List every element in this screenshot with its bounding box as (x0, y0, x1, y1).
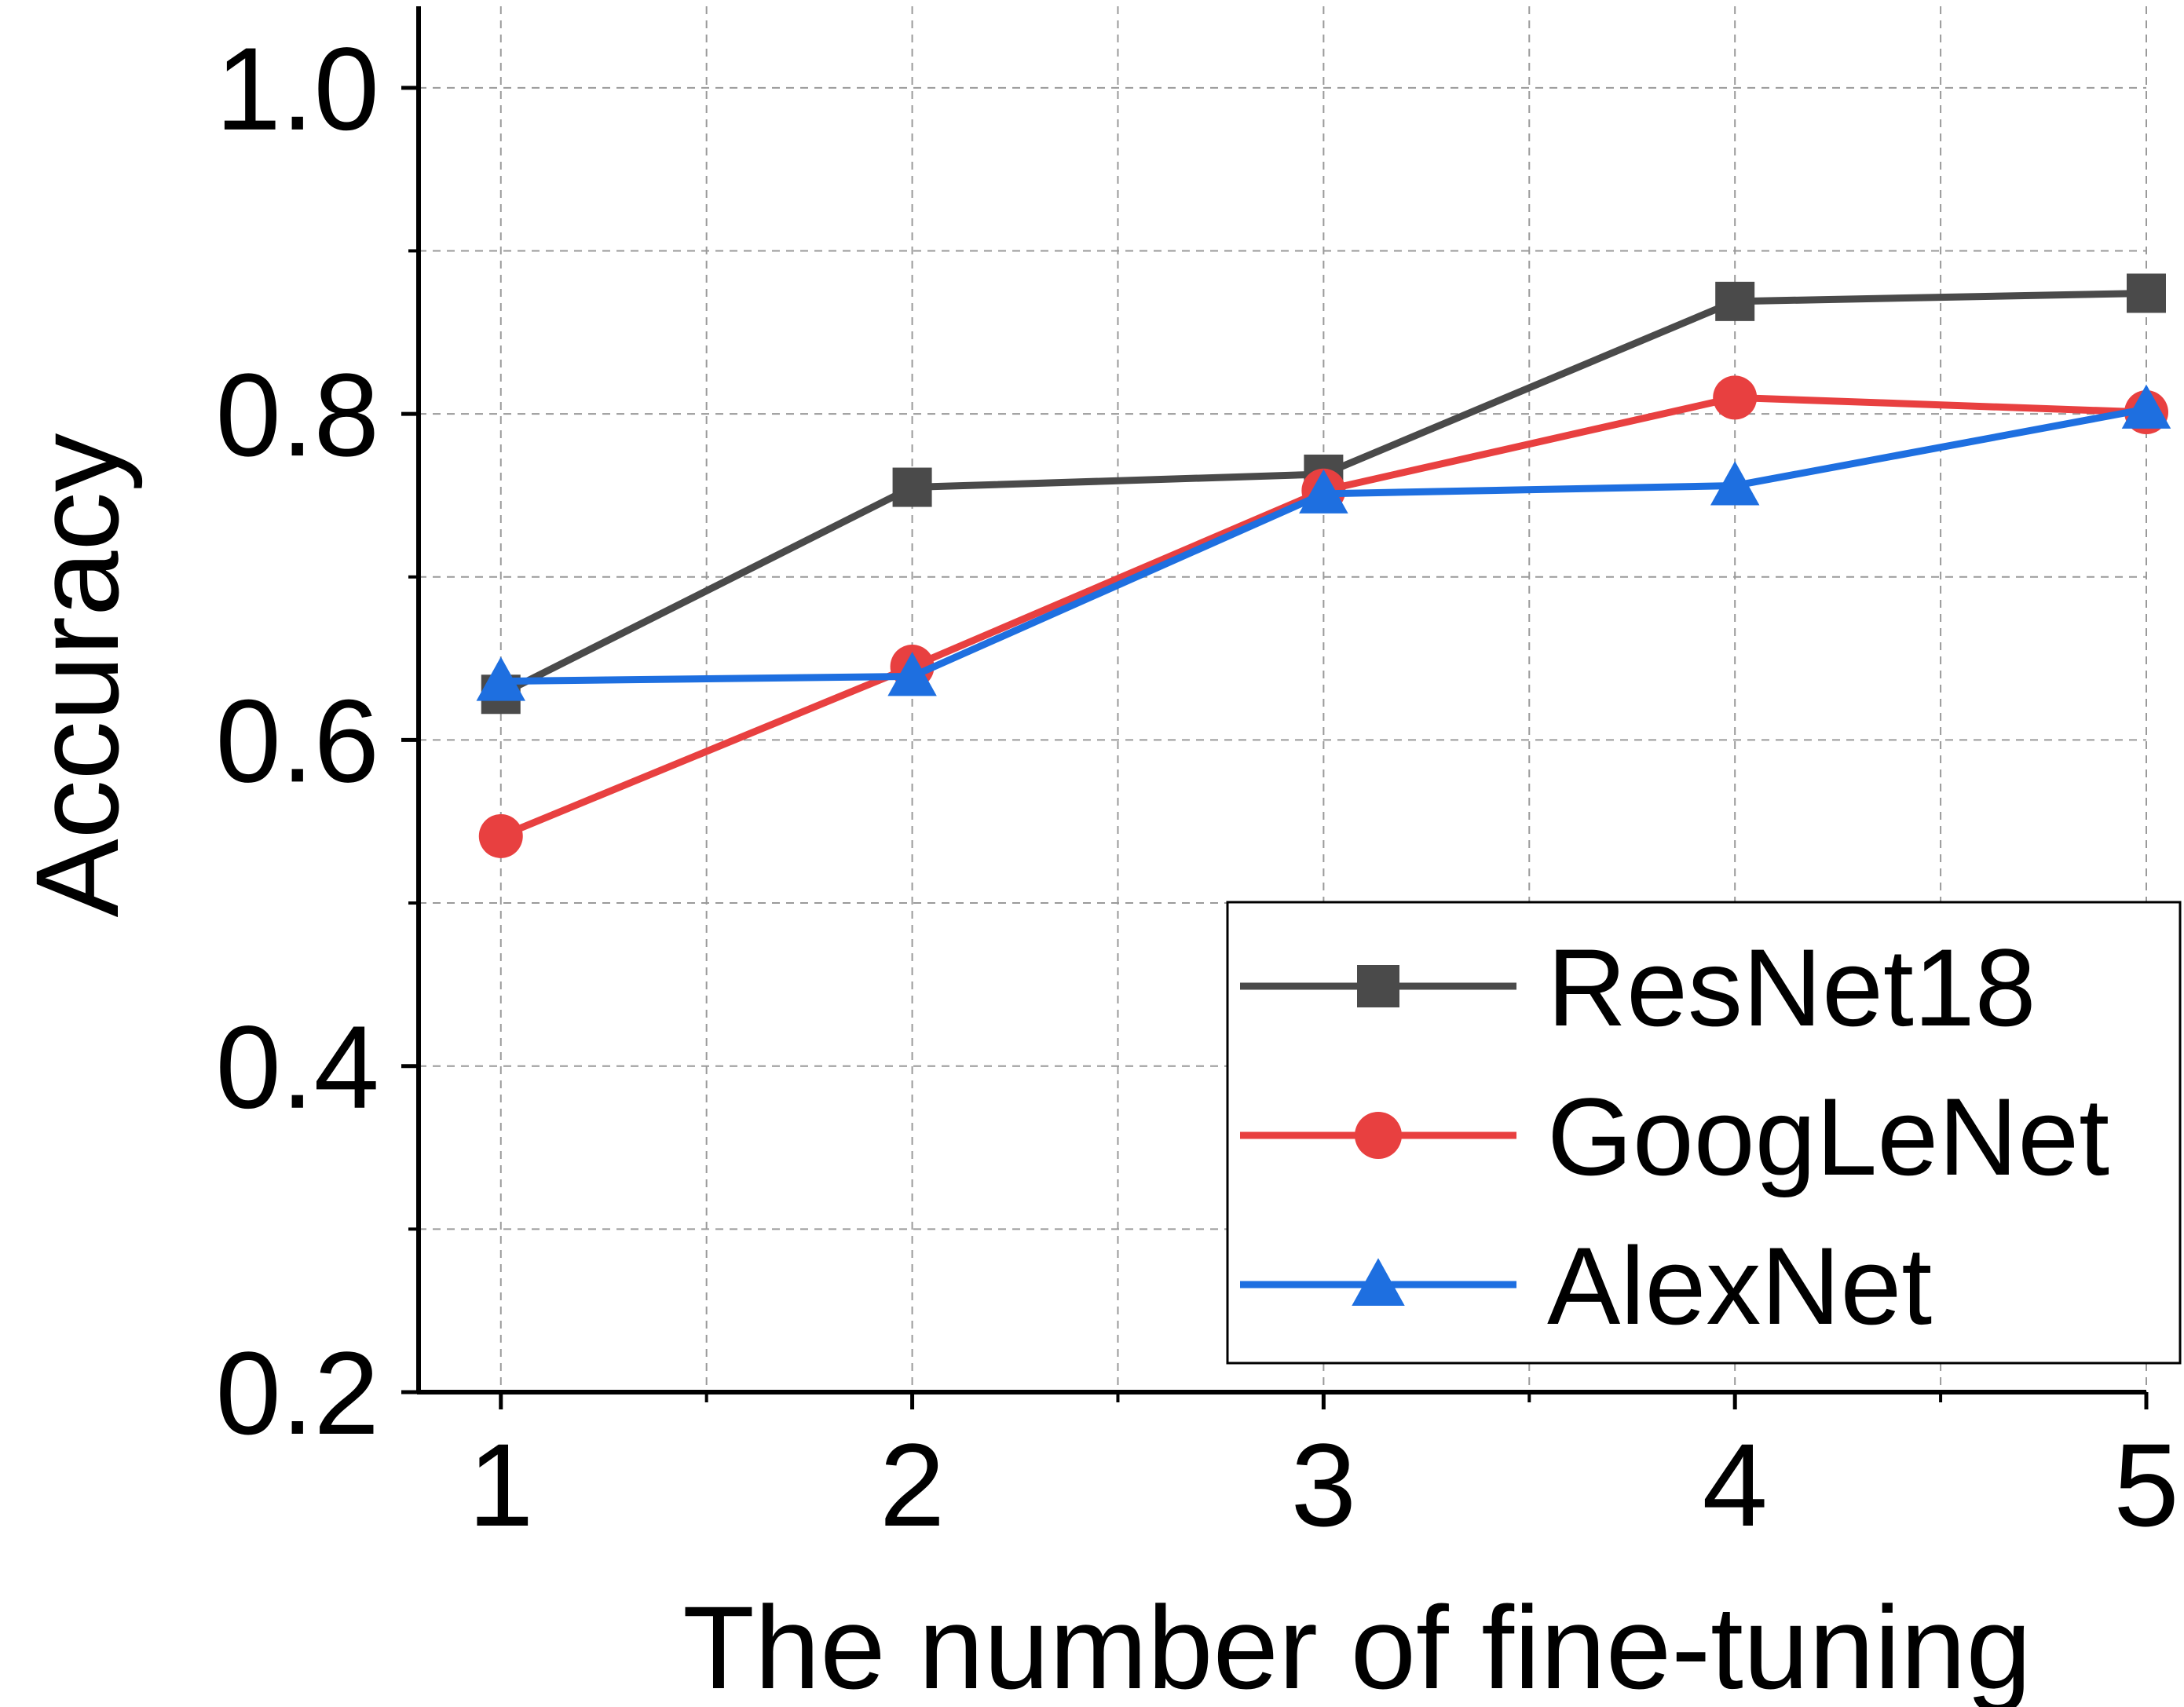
legend-marker-alexnet (1352, 1258, 1405, 1306)
y-tick-label: 0.6 (215, 674, 379, 806)
legend-label-alexnet: AlexNet (1547, 1224, 1932, 1347)
y-tick-label: 0.2 (215, 1327, 379, 1459)
y-tick-label: 1.0 (215, 23, 379, 155)
data-point-resnet18 (2127, 273, 2166, 313)
x-tick-label: 1 (468, 1419, 533, 1551)
x-axis-title: The number of fine-tuning (682, 1581, 2032, 1707)
x-tick-label: 2 (880, 1419, 945, 1551)
data-point-alexnet (1710, 461, 1760, 506)
series-layer (476, 273, 2171, 858)
legend-label-resnet18: ResNet18 (1547, 926, 2036, 1049)
data-point-alexnet (1299, 469, 1348, 514)
data-point-alexnet (476, 656, 526, 701)
x-tick-label: 3 (1291, 1419, 1356, 1551)
y-tick-label: 0.8 (215, 349, 379, 481)
y-axis-title: Accuracy (11, 433, 143, 918)
y-tick-label: 0.4 (215, 1001, 379, 1133)
x-tick-label: 5 (2113, 1419, 2179, 1551)
legend-label-googlenet: GoogLeNet (1547, 1075, 2109, 1198)
series-alexnet (476, 384, 2171, 701)
x-tick-label: 4 (1702, 1419, 1767, 1551)
data-point-alexnet (887, 652, 937, 696)
data-point-googlenet (1713, 375, 1758, 420)
legend-marker-resnet18 (1357, 965, 1399, 1007)
data-point-alexnet (2121, 384, 2171, 429)
legend-marker-googlenet (1355, 1112, 1402, 1159)
data-point-googlenet (478, 813, 523, 858)
data-point-resnet18 (1715, 281, 1755, 321)
data-point-resnet18 (892, 467, 932, 507)
legend: ResNet18 GoogLeNet AlexNet (1226, 901, 2182, 1365)
ticks: 1 2 3 4 5 0.2 0.4 0.6 0.8 1.0 (215, 23, 2179, 1551)
